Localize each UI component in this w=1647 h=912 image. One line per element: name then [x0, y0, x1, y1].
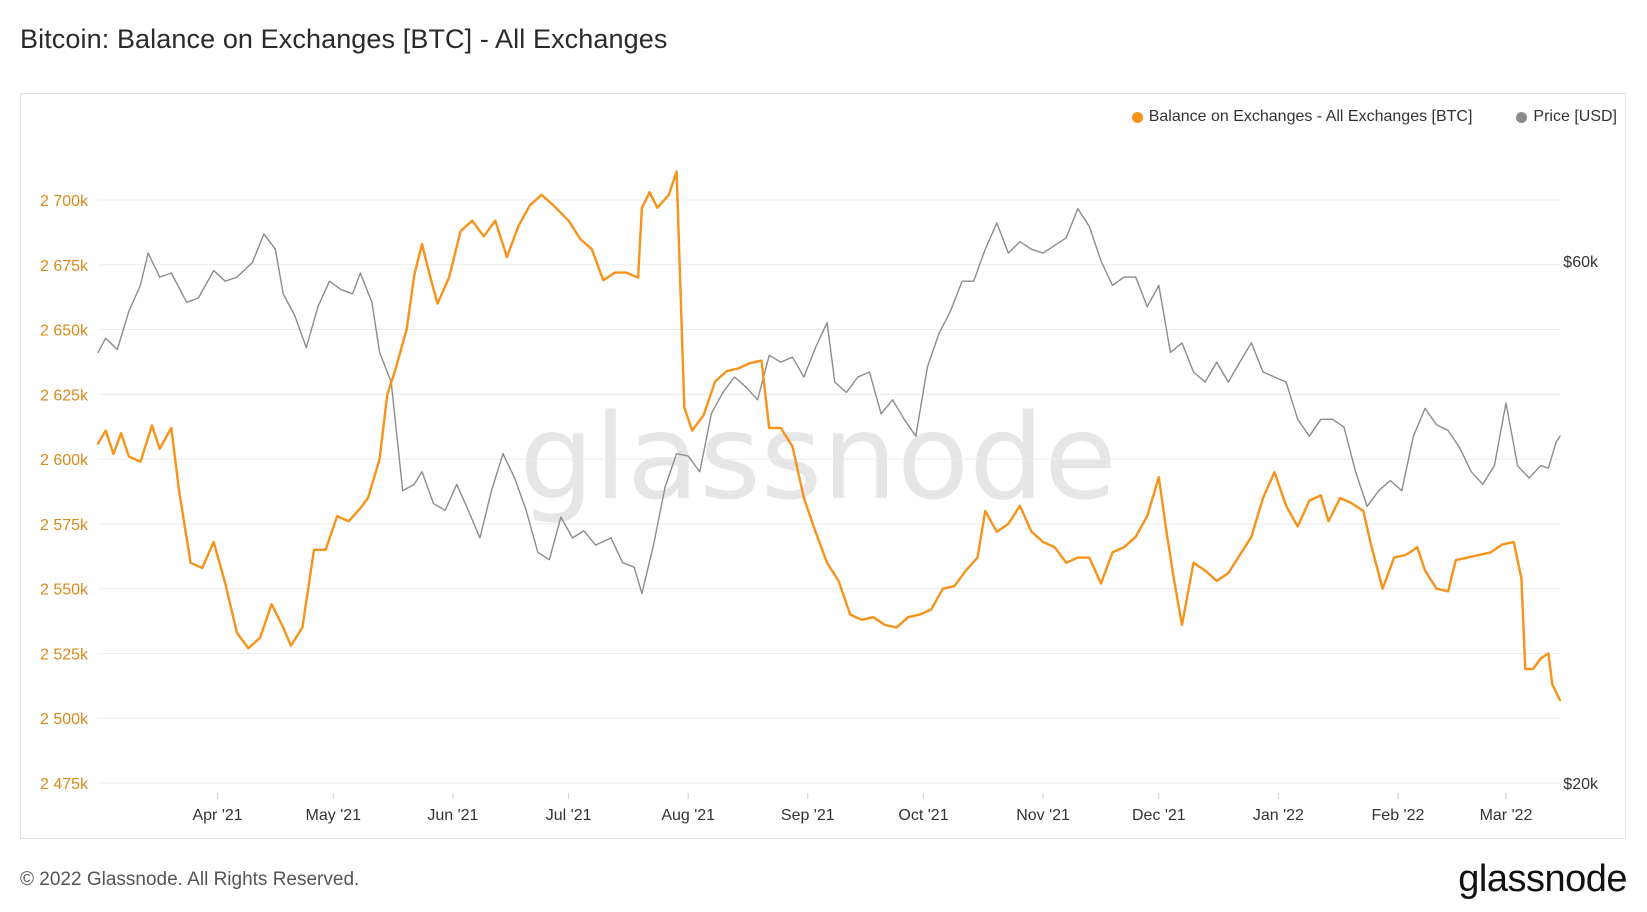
x-tick-label: Dec '21	[1132, 807, 1186, 824]
y-right-tick-label: $60k	[1563, 254, 1599, 271]
y-left-tick-label: 2 625k	[40, 387, 89, 404]
x-tick-label: Oct '21	[898, 807, 948, 824]
y-left-tick-label: 2 550k	[40, 582, 89, 599]
x-tick-label: Jan '22	[1253, 807, 1304, 824]
x-tick-label: May '21	[306, 807, 362, 824]
chart-legend: Balance on Exchanges - All Exchanges [BT…	[1131, 108, 1617, 126]
y-left-tick-label: 2 575k	[40, 517, 89, 534]
balance-legend-dot-icon	[1131, 111, 1143, 123]
watermark-text: glassnode	[519, 388, 1116, 526]
copyright-text: © 2022 Glassnode. All Rights Reserved.	[20, 869, 360, 890]
x-tick-label: Jul '21	[546, 807, 592, 824]
y-left-tick-label: 2 475k	[40, 776, 89, 793]
legend-label-price: Price [USD]	[1533, 108, 1617, 125]
y-left-tick-label: 2 675k	[40, 258, 89, 275]
legend-label-balance: Balance on Exchanges - All Exchanges [BT…	[1148, 108, 1473, 125]
brand-logo: glassnode	[1458, 858, 1627, 900]
y-left-tick-label: 2 600k	[40, 452, 89, 469]
x-tick-label: Aug '21	[661, 807, 715, 824]
legend-item-price[interactable]: Price [USD]	[1516, 108, 1617, 126]
price-series-line	[97, 207, 1561, 595]
x-tick-label: Jun '21	[427, 807, 478, 824]
x-tick-label: Feb '22	[1372, 807, 1425, 824]
y-left-tick-label: 2 500k	[40, 711, 89, 728]
chart-frame	[20, 93, 1626, 839]
x-tick-label: Sep '21	[781, 807, 835, 824]
y-left-tick-label: 2 525k	[40, 646, 89, 663]
page-title: Bitcoin: Balance on Exchanges [BTC] - Al…	[20, 24, 668, 54]
y-left-tick-label: 2 650k	[40, 323, 89, 340]
balance-series-line	[96, 170, 1562, 702]
y-right-tick-label: $20k	[1563, 776, 1599, 793]
x-tick-label: Nov '21	[1016, 807, 1070, 824]
price-legend-dot-icon	[1516, 111, 1528, 123]
legend-item-balance[interactable]: Balance on Exchanges - All Exchanges [BT…	[1131, 108, 1473, 126]
x-tick-label: Mar '22	[1480, 807, 1533, 824]
y-left-tick-label: 2 700k	[40, 193, 89, 210]
x-tick-label: Apr '21	[192, 807, 242, 824]
